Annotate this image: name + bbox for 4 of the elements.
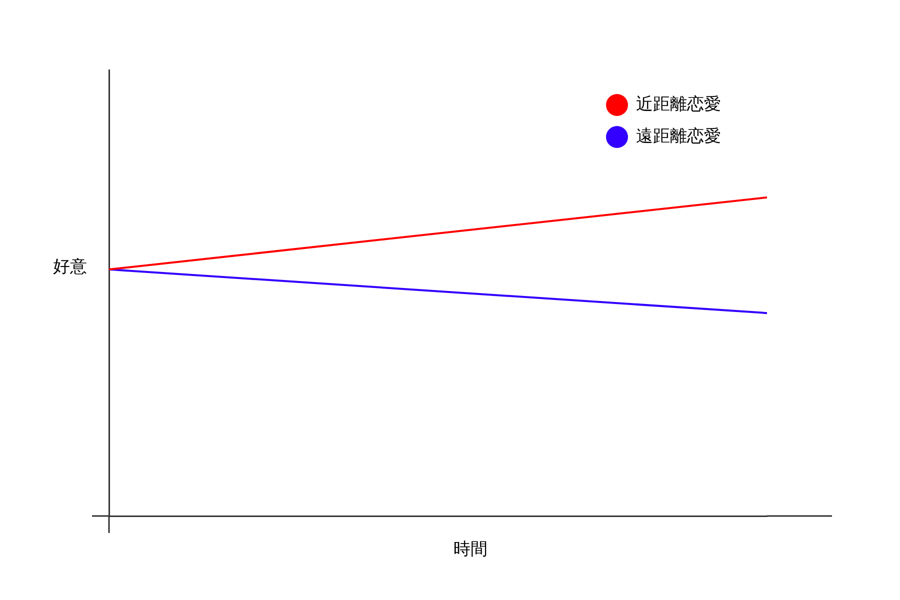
- legend-label: 遠距離恋愛: [636, 126, 721, 146]
- legend-label: 近距離恋愛: [636, 94, 721, 114]
- x-axis-title: 時間: [454, 539, 488, 560]
- y-axis-title: 好意: [53, 256, 87, 277]
